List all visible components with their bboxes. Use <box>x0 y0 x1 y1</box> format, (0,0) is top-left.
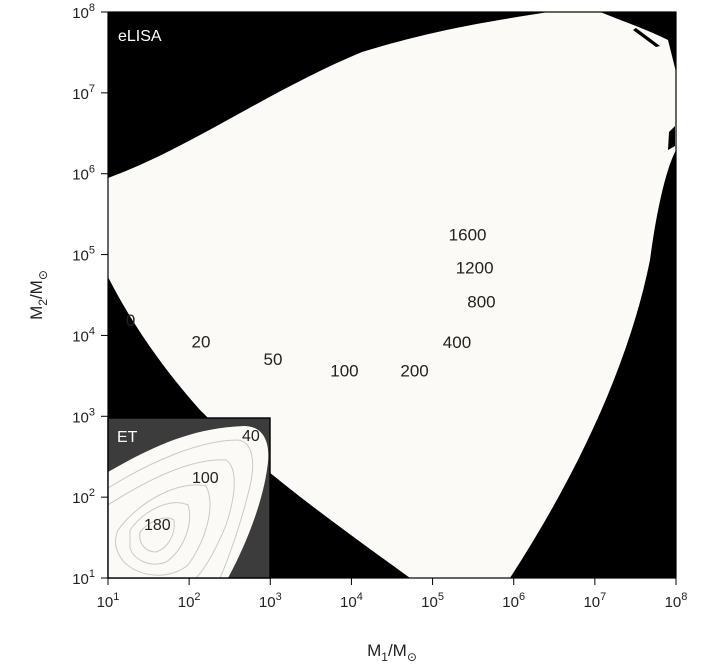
inset-plot: ET 40 100 180 <box>107 417 271 579</box>
boundary-specks <box>633 28 675 150</box>
x-tick-label: 101 <box>97 591 120 611</box>
inset-contour-line <box>108 439 254 578</box>
inset-detectable-region <box>108 426 269 578</box>
y-tick-label: 104 <box>72 325 95 345</box>
y-tick-label: 105 <box>72 245 95 265</box>
x-tick-label: 102 <box>178 591 201 611</box>
y-tick-label: 106 <box>72 164 95 184</box>
inset-contours <box>108 439 254 578</box>
contour-label: 1600 <box>449 225 487 244</box>
y-axis: 101 102 103 104 105 106 107 108 <box>72 2 108 588</box>
x-axis-title: M1/M⊙ <box>367 641 417 664</box>
plot-frame <box>107 11 677 579</box>
y-axis-title: M2/M⊙ <box>27 270 50 320</box>
y-tick-label: 101 <box>72 568 95 588</box>
panel-label-et: ET <box>117 429 138 446</box>
x-tick-label: 107 <box>583 591 606 611</box>
x-tick-label: 105 <box>421 591 444 611</box>
x-axis: 101 102 103 104 105 106 107 108 <box>97 578 688 611</box>
contour-labels: 0 20 50 100 200 400 800 1200 1600 <box>126 225 496 380</box>
contour-label: 800 <box>467 293 495 312</box>
y-tick-label: 102 <box>72 487 95 507</box>
inset-contour-line <box>108 459 235 578</box>
y-tick-label: 107 <box>72 83 95 103</box>
contour-label: 50 <box>264 350 283 369</box>
x-tick-label: 106 <box>502 591 525 611</box>
inset-contour-label: 180 <box>144 517 171 534</box>
contour-label: 1200 <box>456 259 494 278</box>
contour-label: 20 <box>192 332 211 351</box>
inset-contour-label: 100 <box>192 470 219 487</box>
y-tick-label: 108 <box>72 2 95 22</box>
contour-label: 100 <box>330 362 358 381</box>
panel-label-elisa: eLISA <box>118 28 162 45</box>
inset-contour-line <box>129 502 190 565</box>
x-tick-label: 103 <box>259 591 282 611</box>
y-tick-label: 103 <box>72 406 95 426</box>
contour-label: 0 <box>126 311 135 330</box>
x-tick-label: 108 <box>665 591 688 611</box>
inset-contour-label: 40 <box>242 428 260 445</box>
contour-label: 400 <box>443 333 471 352</box>
inset-contour-line <box>115 484 211 576</box>
contour-label: 200 <box>400 362 428 381</box>
x-tick-label: 104 <box>340 591 363 611</box>
inset-contour-line <box>139 517 175 553</box>
